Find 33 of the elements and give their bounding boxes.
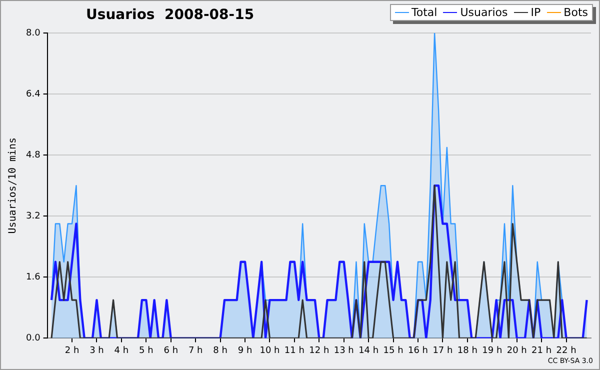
x-tick-label: 12 h [309,346,330,356]
legend-label: IP [530,6,541,19]
x-tick-label: 2 h [64,346,80,356]
x-tick-label: 13 h [334,346,354,356]
y-tick-label: 4.8 [26,150,41,160]
legend-label: Total [410,6,438,19]
x-tick-label: 5 h [139,346,154,356]
y-tick-label: 8.0 [26,28,41,38]
x-tick-label: 4 h [114,346,129,356]
x-tick-label: 20 h [506,346,527,356]
x-tick-label: 3 h [90,346,104,356]
x-tick-label: 17 h [432,346,453,356]
legend-label: Usuarios [459,6,508,19]
x-tick-label: 9 h [238,346,252,356]
x-tick-label: 10 h [260,346,280,356]
x-tick-label: 19 h [482,346,502,356]
x-tick-label: 6 h [164,346,178,356]
x-tick-label: 21 h [532,346,552,356]
x-tick-label: 16 h [408,346,428,356]
x-tick-label: 22 h [556,346,576,356]
x-tick-label: 11 h [284,346,304,356]
x-tick-label: 18 h [457,346,478,356]
x-tick-label: 7 h [188,346,203,356]
x-tick-label: 15 h [383,346,404,356]
y-axis-title: Usuarios/10 mins [8,137,19,234]
y-tick-label: 3.2 [26,211,40,222]
y-tick-label: 1.6 [26,272,41,283]
y-tick-label: 0.0 [26,334,41,344]
x-tick-label: 14 h [358,346,379,356]
x-tick-label: 8 h [213,346,228,356]
y-tick-label: 6.4 [26,89,41,100]
chart-title: Usuarios 2008-08-15 [86,7,254,23]
legend-label: Bots [562,6,588,19]
